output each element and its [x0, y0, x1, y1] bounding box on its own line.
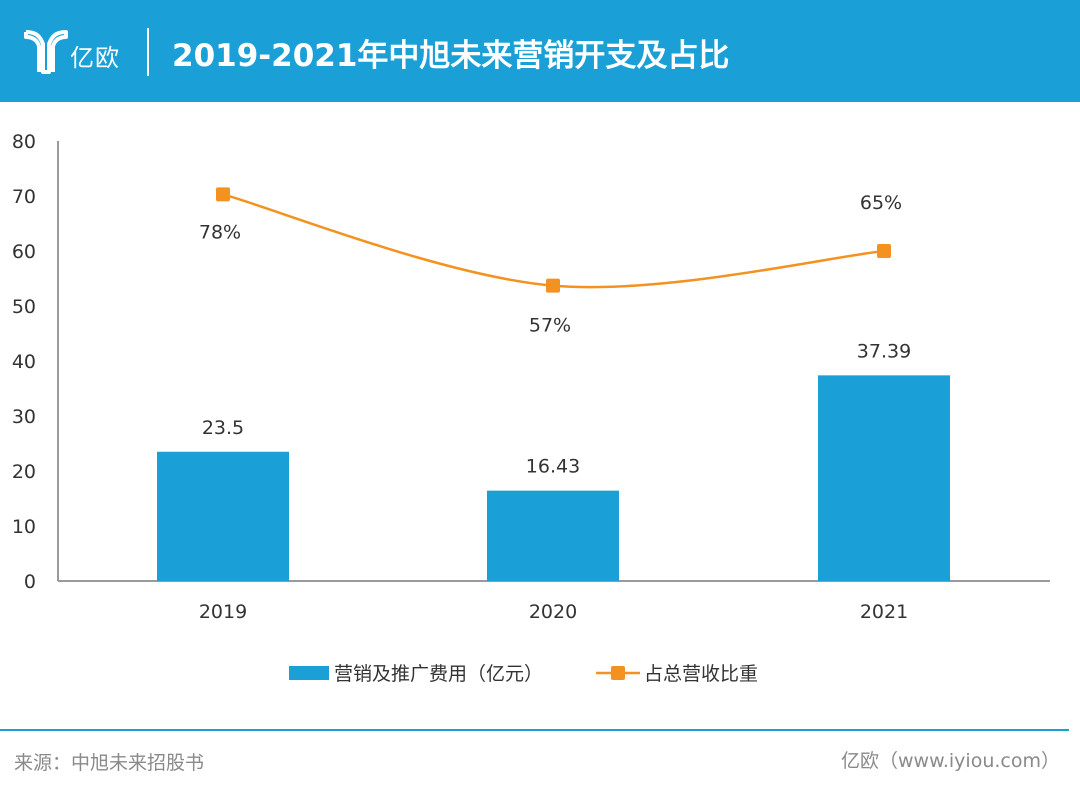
x-tick-label: 2021 — [860, 601, 908, 623]
y-tick-label: 70 — [12, 186, 36, 208]
legend-bar-label: 营销及推广费用（亿元） — [334, 663, 543, 685]
x-tick-label: 2020 — [529, 601, 577, 623]
y-tick-label: 40 — [12, 351, 36, 373]
bar-data-label: 23.5 — [202, 417, 244, 439]
x-tick-label: 2019 — [199, 601, 247, 623]
brand-text: 亿欧（www.iyiou.com） — [840, 750, 1060, 772]
x-axis: 2019 2020 2021 — [58, 580, 1050, 623]
line-point — [216, 187, 230, 202]
line-series: 78% 57% 65% — [199, 187, 902, 337]
legend-line-label: 占总营收比重 — [644, 663, 758, 685]
line-data-label: 65% — [860, 192, 902, 214]
line-point — [877, 244, 891, 258]
legend-line-marker — [611, 666, 625, 680]
legend: 营销及推广费用（亿元） 占总营收比重 — [289, 663, 758, 685]
line-data-label: 78% — [199, 221, 241, 243]
bar-data-label: 37.39 — [857, 340, 911, 362]
bar-data-label: 16.43 — [526, 456, 580, 478]
y-tick-label: 30 — [12, 406, 36, 428]
yiou-logo-icon — [24, 30, 68, 74]
legend-bar-swatch — [289, 666, 329, 680]
y-tick-label: 10 — [12, 516, 36, 538]
y-axis: 0 10 20 30 40 50 60 70 80 — [12, 131, 59, 593]
page-title: 2019-2021年中旭未来营销开支及占比 — [172, 38, 730, 74]
bar — [487, 490, 619, 581]
source-text: 来源：中旭未来招股书 — [14, 752, 205, 774]
bar — [157, 451, 289, 581]
logo-text: 亿欧 — [70, 44, 120, 72]
header-banner: 亿欧 2019-2021年中旭未来营销开支及占比 — [0, 0, 1080, 102]
y-tick-label: 80 — [12, 131, 36, 153]
y-tick-label: 60 — [12, 241, 36, 263]
footer-divider — [0, 729, 1069, 731]
bar — [818, 375, 950, 581]
bar-series: 23.5 16.43 37.39 — [157, 340, 950, 581]
y-tick-label: 20 — [12, 461, 36, 483]
header-divider — [147, 28, 149, 76]
line-data-label: 57% — [529, 315, 571, 337]
line-path — [222, 193, 885, 289]
chart-area: 0 10 20 30 40 50 60 70 80 2019 2020 2021 23.5 16.43… — [12, 131, 1050, 685]
line-point — [546, 278, 560, 293]
y-tick-label: 0 — [24, 571, 36, 593]
y-tick-label: 50 — [12, 296, 36, 318]
